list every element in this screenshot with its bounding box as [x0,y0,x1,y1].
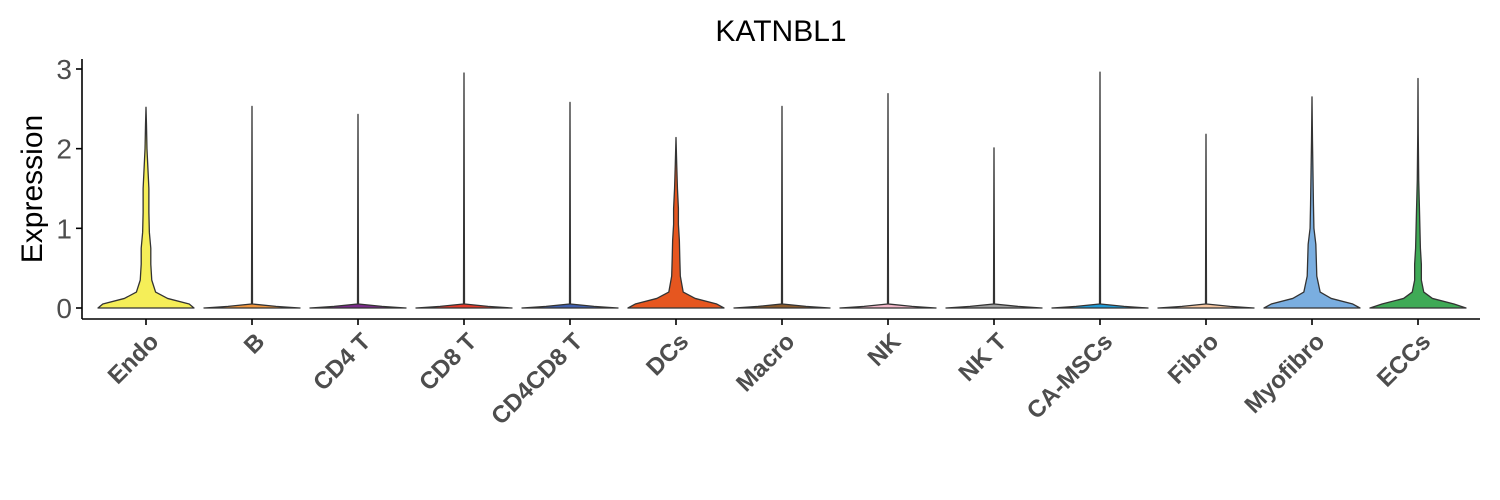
violin-nk-t [945,147,1043,309]
x-tick-label: Endo [103,328,165,390]
violins-layer [97,71,1467,309]
y-axis-ticks: 0 1 2 3 [56,54,82,324]
y-tick-label: 0 [56,293,72,324]
chart-title: KATNBL1 [715,15,846,48]
violin-dcs [627,136,725,309]
x-tick-label: B [239,328,270,359]
violin-nk [839,93,937,309]
violin-cd4-t [309,113,407,309]
violin-cd4cd8-t [521,101,619,309]
x-tick-label: CA-MSCs [1022,328,1118,424]
x-tick-label: NK T [954,328,1013,387]
violin-ca-mscs [1051,71,1149,309]
violin-cd8-t [415,72,513,309]
violin-eccs [1369,77,1467,309]
x-tick-label: NK [863,328,907,372]
x-tick-label: Myofibro [1240,328,1331,419]
y-axis-label: Expression [16,115,49,263]
x-tick-label: DCs [641,328,694,381]
y-tick-label: 2 [56,134,72,165]
x-axis-ticks: Endo B CD4 T CD8 T CD4CD8 T DCs Macro NK NK T CA-… [103,319,1436,430]
violin-fibro [1157,133,1255,309]
y-tick-label: 3 [56,54,72,85]
x-tick-label: CD8 T [414,328,482,396]
x-tick-label: CD4CD8 T [486,328,588,430]
x-tick-label: Macro [731,328,800,397]
x-tick-label: ECCs [1372,328,1436,392]
violin-b [203,105,301,309]
violin-macro [733,105,831,309]
violin-myofibro [1263,96,1361,309]
y-tick-label: 1 [56,213,72,244]
x-tick-label: CD4 T [308,328,376,396]
x-tick-label: Fibro [1163,328,1225,390]
violin-endo [97,106,195,309]
